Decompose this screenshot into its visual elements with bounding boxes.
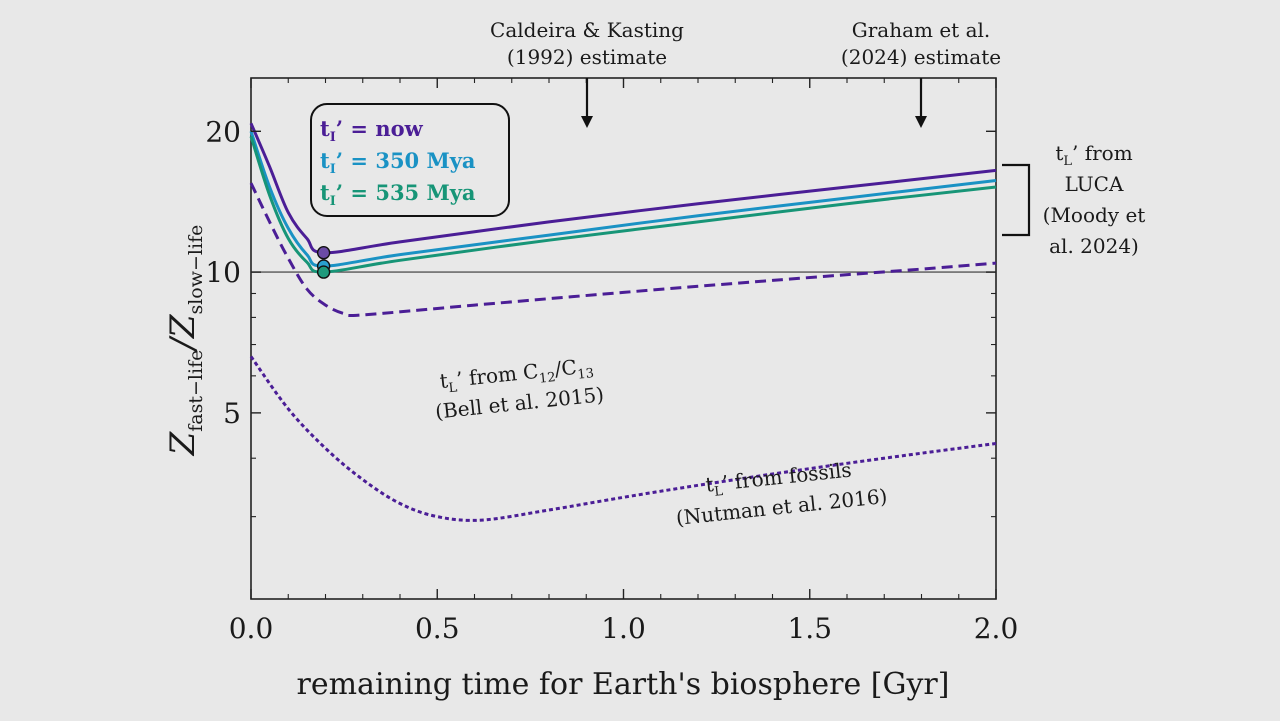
y-tick-label: 20 <box>205 115 241 148</box>
annotation-graham: Graham et al. (2024) estimate <box>841 18 1001 128</box>
series-line-350-mya <box>249 130 997 268</box>
legend: tI’ = now tI’ = 350 Mya tI’ = 535 Mya <box>310 103 510 217</box>
annotation-bell: tL’ from C12/C13 (Bell et al. 2015) <box>434 355 605 424</box>
annotation-luca-line3: (Moody et <box>1043 203 1146 227</box>
annotation-caldeira: Caldeira & Kasting (1992) estimate <box>490 18 684 128</box>
y-axis-title: Zfast−life/Zslow−life <box>163 225 207 457</box>
marker-min-535-mya <box>316 265 331 279</box>
y-tick-label: 10 <box>205 256 241 289</box>
x-tick-label: 0.0 <box>229 612 274 645</box>
legend-entry-now: tI’ = now <box>320 116 424 145</box>
y-axis-title-z1: Z <box>163 430 203 456</box>
series-line-535-mya <box>249 135 997 274</box>
arrow-graham-head <box>915 116 927 128</box>
annotation-graham-line1: Graham et al. <box>852 18 991 42</box>
luca-bracket <box>1002 163 1031 237</box>
y-axis-title-sub1: fast−life <box>185 350 207 432</box>
y-axis-title-slash: / <box>163 335 203 353</box>
annotation-luca-line2: LUCA <box>1065 172 1124 196</box>
y-axis-title-sub2: slow−life <box>185 225 207 315</box>
annotation-luca: tL’ from LUCA (Moody et al. 2024) <box>1002 141 1145 258</box>
legend-entry-350: tI’ = 350 Mya <box>320 148 476 177</box>
series-line-now <box>249 122 997 255</box>
x-tick-label: 1.5 <box>787 612 832 645</box>
marker-min-now <box>316 246 331 260</box>
y-tick-label: 5 <box>223 397 241 430</box>
annotation-luca-line4: al. 2024) <box>1049 234 1139 258</box>
annotation-caldeira-line2: (1992) estimate <box>507 45 667 69</box>
annotation-luca-line1: tL’ from <box>1055 141 1132 169</box>
y-axis-title-z2: Z <box>163 313 203 339</box>
annotation-nutman: tL’ from fossils (Nutman et al. 2016) <box>675 457 889 529</box>
series-line-nutman-dotted <box>249 355 997 522</box>
legend-entry-535: tI’ = 535 Mya <box>320 180 476 209</box>
x-tick-label: 1.0 <box>601 612 646 645</box>
arrow-caldeira-head <box>581 116 593 128</box>
annotation-caldeira-line1: Caldeira & Kasting <box>490 18 684 42</box>
x-axis-title: remaining time for Earth's biosphere [Gy… <box>297 667 950 702</box>
x-tick-label: 2.0 <box>974 612 1019 645</box>
legend-box <box>310 103 510 217</box>
series-line-bell-dashed <box>249 182 997 318</box>
annotation-graham-line2: (2024) estimate <box>841 45 1001 69</box>
x-tick-label: 0.5 <box>415 612 460 645</box>
